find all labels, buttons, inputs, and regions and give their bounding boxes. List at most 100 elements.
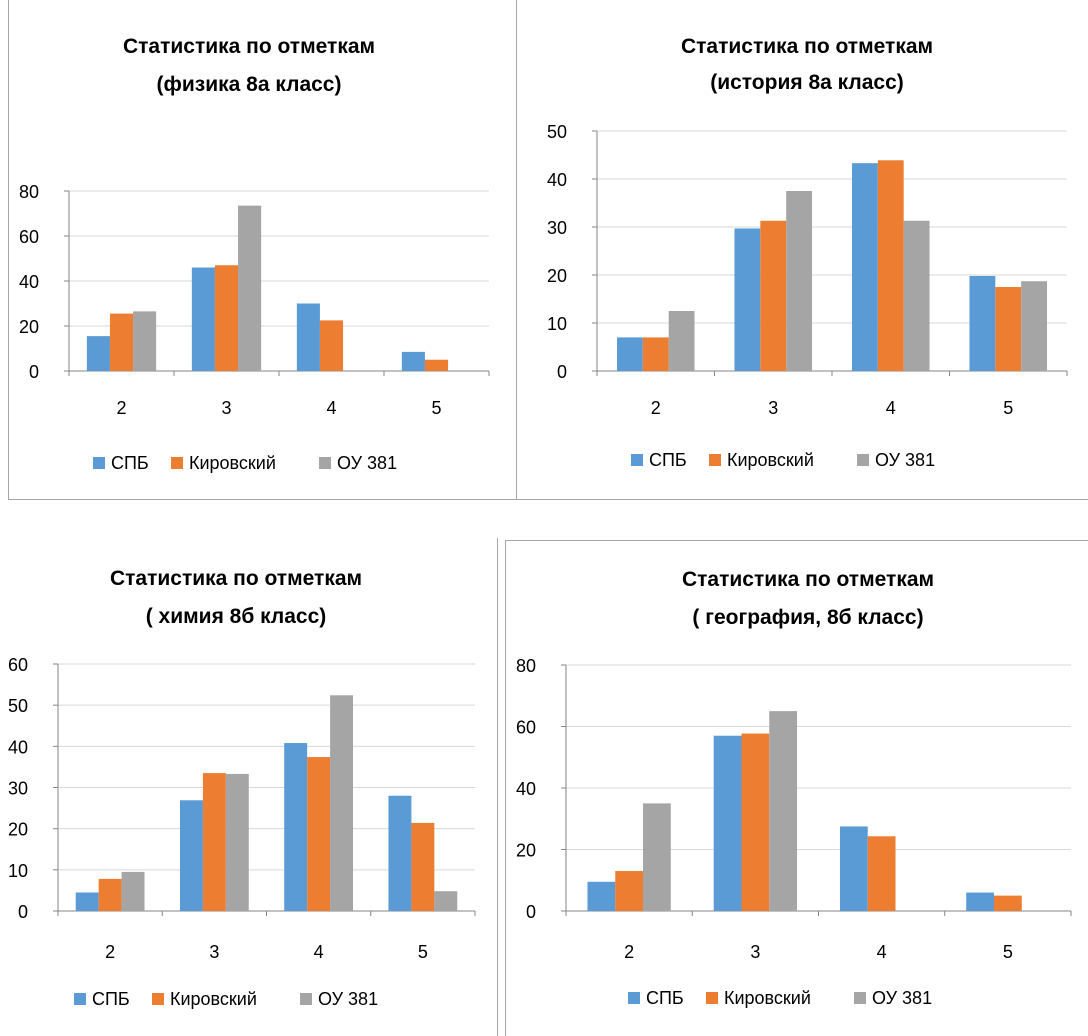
legend-swatch <box>854 992 866 1004</box>
bar <box>769 711 798 911</box>
y-tick-label: 60 <box>8 655 28 675</box>
x-tick-label: 5 <box>1003 942 1013 962</box>
chart-physics-svg: Статистика по отметкам (физика 8а класс) 0… <box>19 35 490 473</box>
y-tick-label: 20 <box>547 266 567 286</box>
panel-border <box>497 538 498 1036</box>
legend-swatch <box>319 457 331 469</box>
bar <box>319 320 344 371</box>
bar <box>877 160 904 371</box>
bar <box>760 220 787 371</box>
bar <box>86 336 110 371</box>
legend-label: ОУ 381 <box>872 988 932 1008</box>
y-tick-label: 0 <box>29 362 39 382</box>
chart-subtitle: ( химия 8б класс) <box>146 605 327 628</box>
y-tick-label: 10 <box>8 861 28 881</box>
bar <box>296 303 320 371</box>
bar <box>109 313 134 371</box>
legend-label: Кировский <box>724 988 811 1008</box>
bar <box>642 337 669 371</box>
bar <box>411 822 435 911</box>
bar <box>424 359 449 371</box>
legend-label: Кировский <box>170 989 257 1009</box>
chart-subtitle: (история 8а класс) <box>710 71 904 94</box>
bar <box>786 191 813 371</box>
chart-geography-svg: Статистика по отметкам ( география, 8б кл… <box>516 568 1072 1008</box>
bar <box>179 800 203 911</box>
chart-history-svg: Статистика по отметкам (история 8а класс)… <box>547 35 1068 470</box>
x-tick-label: 4 <box>886 398 896 418</box>
bar <box>713 735 742 911</box>
bar <box>587 881 616 911</box>
x-tick-label: 2 <box>624 942 634 962</box>
x-tick-label: 5 <box>431 398 441 418</box>
legend-label: ОУ 381 <box>875 450 935 470</box>
y-tick-label: 60 <box>516 718 536 738</box>
x-tick-label: 3 <box>750 942 760 962</box>
x-tick-label: 5 <box>1003 398 1013 418</box>
legend-swatch <box>74 993 86 1005</box>
chart-title: Статистика по отметкам <box>681 35 933 58</box>
legend-swatch <box>857 454 869 466</box>
bar <box>202 773 226 911</box>
y-tick-label: 40 <box>19 272 39 292</box>
y-tick-label: 40 <box>547 170 567 190</box>
y-tick-label: 20 <box>19 317 39 337</box>
bar <box>741 733 770 911</box>
y-tick-label: 40 <box>8 737 28 757</box>
y-tick-label: 60 <box>19 227 39 247</box>
bar <box>616 337 643 371</box>
bar <box>966 892 994 911</box>
bar <box>867 836 896 911</box>
bar <box>388 795 412 911</box>
y-tick-label: 20 <box>8 820 28 840</box>
y-tick-label: 20 <box>516 841 536 861</box>
chart-history: Статистика по отметкам (история 8а класс)… <box>517 1 1088 498</box>
legend-swatch <box>628 992 640 1004</box>
y-tick-label: 80 <box>19 182 39 202</box>
bar <box>851 163 878 371</box>
chart-chemistry-svg: Статистика по отметкам ( химия 8б класс) 0… <box>8 567 476 1009</box>
y-tick-label: 40 <box>516 779 536 799</box>
legend-label: Кировский <box>727 450 814 470</box>
x-tick-label: 4 <box>877 942 887 962</box>
bar <box>1021 281 1048 371</box>
legend-swatch <box>631 454 643 466</box>
x-tick-label: 5 <box>418 942 428 962</box>
y-tick-label: 30 <box>8 779 28 799</box>
bar <box>307 757 331 911</box>
bar <box>401 351 425 371</box>
chart-title: Статистика по отметкам <box>110 567 362 590</box>
panel-border <box>505 540 1088 541</box>
y-tick-label: 50 <box>547 122 567 142</box>
bar <box>98 878 122 911</box>
legend-swatch <box>152 993 164 1005</box>
legend-swatch <box>709 454 721 466</box>
y-tick-label: 30 <box>547 218 567 238</box>
y-tick-label: 80 <box>516 656 536 676</box>
legend-label: СПБ <box>111 453 149 473</box>
bar <box>615 871 644 911</box>
bar <box>225 773 249 911</box>
x-tick-label: 4 <box>314 942 324 962</box>
bar <box>121 871 145 911</box>
bar <box>903 220 930 371</box>
legend-label: ОУ 381 <box>337 453 397 473</box>
legend-swatch <box>93 457 105 469</box>
chart-subtitle: (физика 8а класс) <box>157 73 342 96</box>
y-tick-label: 10 <box>547 314 567 334</box>
legend-label: СПБ <box>646 988 684 1008</box>
legend-label: СПБ <box>649 450 687 470</box>
legend-swatch <box>300 993 312 1005</box>
bar <box>284 743 308 911</box>
bar <box>839 826 868 911</box>
chart-geography: Статистика по отметкам ( география, 8б кл… <box>506 541 1088 1036</box>
panel-border <box>8 0 9 500</box>
legend-swatch <box>706 992 718 1004</box>
x-tick-label: 2 <box>651 398 661 418</box>
chart-physics: Статистика по отметкам (физика 8а класс) 0… <box>9 1 515 498</box>
panel-border <box>8 499 1088 500</box>
x-tick-label: 2 <box>116 398 126 418</box>
bar <box>668 311 695 371</box>
chart-subtitle: ( география, 8б класс) <box>692 606 923 629</box>
x-tick-label: 3 <box>209 942 219 962</box>
